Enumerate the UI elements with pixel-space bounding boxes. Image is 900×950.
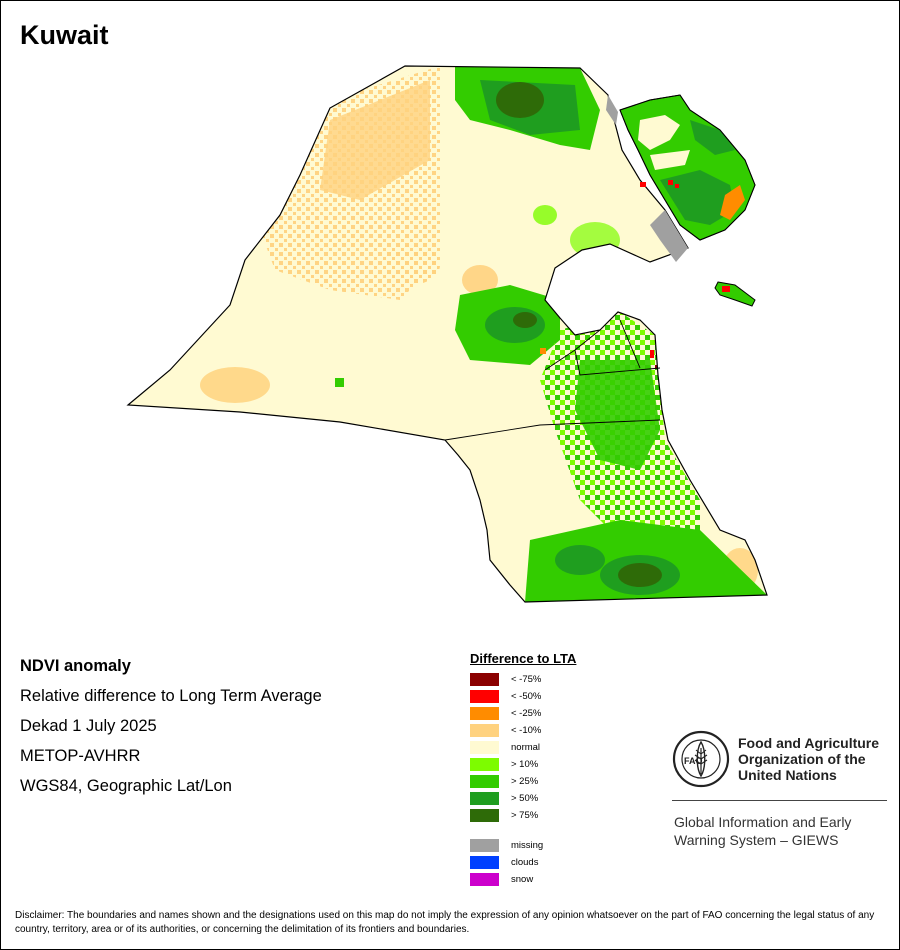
legend-extra-class-row: clouds — [470, 854, 576, 871]
legend-class-row: < -50% — [470, 688, 576, 705]
legend-class-row: < -25% — [470, 705, 576, 722]
legend-class-label: normal — [511, 742, 541, 753]
legend-class-label: < -75% — [511, 674, 542, 685]
legend-class-label: > 25% — [511, 776, 539, 787]
legend-extra-class-row: snow — [470, 871, 576, 888]
legend-class-label: < -10% — [511, 725, 542, 736]
legend-extra-class-label: clouds — [511, 857, 539, 868]
legend-class-row: > 75% — [470, 807, 576, 824]
info-line-projection: WGS84, Geographic Lat/Lon — [20, 777, 232, 795]
fao-divider — [672, 800, 887, 801]
info-line-sensor: METOP-AVHRR — [20, 747, 141, 765]
legend-class-swatch — [470, 707, 499, 720]
legend-class-row: > 25% — [470, 773, 576, 790]
legend-class-swatch — [470, 741, 499, 754]
svg-text:FAO: FAO — [684, 756, 703, 766]
legend-title: Difference to LTA — [470, 651, 577, 666]
legend-extra-class-swatch — [470, 856, 499, 869]
disclaimer: Disclaimer: The boundaries and names sho… — [15, 910, 875, 935]
legend-class-swatch — [470, 809, 499, 822]
legend-class-swatch — [470, 758, 499, 771]
legend-class-swatch — [470, 792, 499, 805]
legend-class-row: > 10% — [470, 756, 576, 773]
map-title: Kuwait — [20, 20, 109, 50]
kuwait-ndvi-map — [126, 65, 768, 603]
fao-logo-icon: FAO — [672, 730, 730, 788]
legend-extra-class-row: missing — [470, 837, 576, 854]
giews-name: Global Information and Early Warning Sys… — [674, 814, 852, 848]
map-info-block: NDVI anomaly Relative difference to Long… — [20, 655, 322, 805]
legend-class-swatch — [470, 775, 499, 788]
legend-class-label: > 75% — [511, 810, 539, 821]
info-line-period: Dekad 1 July 2025 — [20, 717, 157, 735]
legend-extra-class-swatch — [470, 839, 499, 852]
legend-extra-class-label: snow — [511, 874, 534, 885]
legend-classes: < -75% < -50% < -25% < -10% normal > 10% > 25%… — [470, 671, 576, 824]
legend-extra-class-swatch — [470, 873, 499, 886]
failaka-island — [714, 281, 756, 307]
legend-class-row: normal — [470, 739, 576, 756]
legend-extra-classes: missing clouds snow — [470, 837, 576, 888]
bubiyan-island — [619, 94, 756, 241]
legend-class-label: > 10% — [511, 759, 539, 770]
legend: Difference to LTA < -75% < -50% < -25% < -1… — [470, 651, 576, 888]
info-line-reference: Relative difference to Long Term Average — [20, 687, 322, 705]
legend-extra-class-label: missing — [511, 840, 544, 851]
legend-class-row: < -75% — [470, 671, 576, 688]
legend-class-swatch — [470, 724, 499, 737]
legend-class-label: < -50% — [511, 691, 542, 702]
mainland-kuwait — [126, 65, 768, 603]
legend-class-swatch — [470, 690, 499, 703]
fao-name: Food and Agriculture Organization of the… — [738, 735, 880, 783]
legend-class-swatch — [470, 673, 499, 686]
legend-class-row: > 50% — [470, 790, 576, 807]
legend-class-row: < -10% — [470, 722, 576, 739]
info-heading: NDVI anomaly — [20, 657, 131, 675]
legend-class-label: < -25% — [511, 708, 542, 719]
legend-class-label: > 50% — [511, 793, 539, 804]
